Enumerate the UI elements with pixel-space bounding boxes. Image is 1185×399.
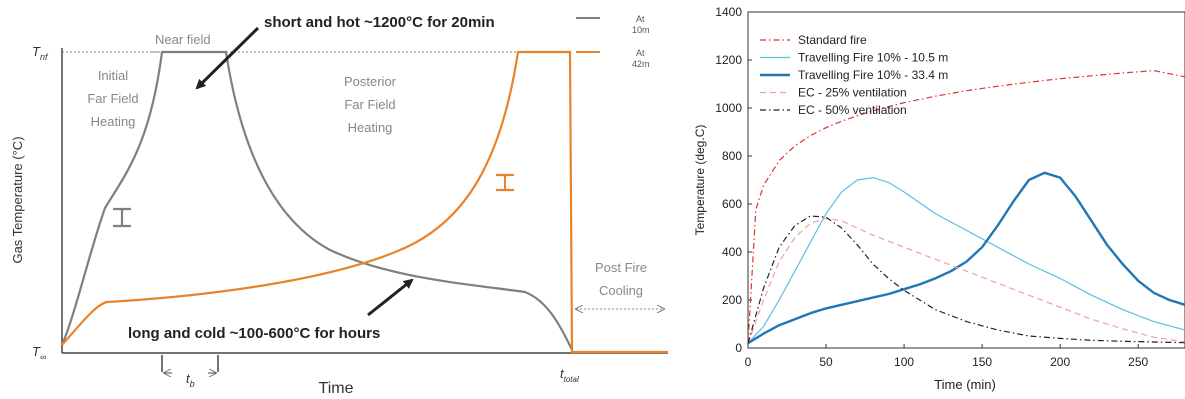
post-fire-line2: Cooling bbox=[599, 283, 643, 298]
short-hot-annotation: short and hot ~1200°C for 20min bbox=[264, 14, 495, 31]
variability-bar-grey bbox=[113, 207, 131, 228]
schematic-chart: Near field Initial Far Field Heating Pos… bbox=[10, 14, 668, 397]
right-legend: Standard fire Travelling Fire 10% - 10.5 … bbox=[760, 33, 948, 117]
variability-bar-orange bbox=[496, 173, 514, 192]
right-series-group bbox=[747, 69, 1185, 345]
series-line-2 bbox=[747, 177, 1185, 344]
tnf-tick-label: Tnf bbox=[32, 44, 49, 62]
legend-label-42m-line2: 42m bbox=[632, 59, 650, 69]
x-tick-label: 100 bbox=[894, 355, 914, 369]
near-field-label: Near field bbox=[155, 32, 211, 47]
post-fire-line1: Post Fire bbox=[595, 260, 647, 275]
y-tick-label: 200 bbox=[722, 293, 742, 307]
y-tick-label: 800 bbox=[722, 149, 742, 163]
posterior-heating-line1: Posterior bbox=[344, 74, 397, 89]
initial-heating-line3: Heating bbox=[91, 114, 136, 129]
y-tick-label: 1200 bbox=[715, 53, 742, 67]
posterior-heating-line2: Far Field bbox=[344, 97, 395, 112]
legend-label-42m-line1: At bbox=[636, 48, 645, 58]
long-cold-arrow bbox=[367, 278, 414, 317]
x-tick-label: 0 bbox=[745, 355, 752, 369]
x-tick-label: 50 bbox=[819, 355, 833, 369]
legend-label: EC - 25% ventilation bbox=[798, 86, 907, 100]
tinf-tick-label: T∞ bbox=[32, 344, 46, 362]
short-hot-arrow bbox=[195, 26, 260, 90]
legend-label: Travelling Fire 10% - 10.5 m bbox=[798, 51, 948, 65]
series-line-3 bbox=[747, 171, 1185, 345]
right-y-axis-title: Temperature (deg.C) bbox=[693, 125, 707, 236]
x-tick-label: 150 bbox=[972, 355, 992, 369]
series-line-1 bbox=[747, 69, 1185, 344]
left-x-axis-title: Time bbox=[319, 380, 354, 397]
x-tick-label: 200 bbox=[1050, 355, 1070, 369]
legend-label: Travelling Fire 10% - 33.4 m bbox=[798, 68, 948, 82]
x-tick-label: 250 bbox=[1128, 355, 1148, 369]
initial-heating-line2: Far Field bbox=[87, 91, 138, 106]
legend-label-10m-line1: At bbox=[636, 14, 645, 24]
temperature-time-chart: 0 50 100 150 200 250 0 200 400 600 800 1000 1200 1400… bbox=[693, 5, 1185, 392]
tb-tick-label: tb bbox=[186, 371, 195, 389]
series-at-42m-curve bbox=[61, 50, 668, 354]
initial-heating-line1: Initial bbox=[98, 68, 128, 83]
y-tick-label: 0 bbox=[735, 341, 742, 355]
series-at-10m-curve bbox=[60, 50, 573, 351]
y-tick-label: 600 bbox=[722, 197, 742, 211]
series-line-5 bbox=[747, 215, 1185, 344]
legend-label: Standard fire bbox=[798, 33, 867, 47]
right-plot-frame bbox=[747, 11, 1185, 349]
left-y-axis-title: Gas Temperature (°C) bbox=[10, 136, 25, 263]
y-tick-label: 1400 bbox=[715, 5, 742, 19]
long-cold-annotation: long and cold ~100-600°C for hours bbox=[128, 325, 380, 342]
y-tick-label: 400 bbox=[722, 245, 742, 259]
legend-label: EC - 50% ventilation bbox=[798, 103, 907, 117]
ttotal-tick-label: ttotal bbox=[560, 366, 579, 384]
legend-label-10m-line2: 10m bbox=[632, 25, 650, 35]
left-legend: At 10m At 42m bbox=[576, 14, 650, 69]
posterior-heating-line3: Heating bbox=[348, 120, 393, 135]
right-x-axis-title: Time (min) bbox=[934, 377, 996, 392]
y-tick-label: 1000 bbox=[715, 101, 742, 115]
right-axis-ticks: 0 50 100 150 200 250 0 200 400 600 800 1000 1200 1400 bbox=[715, 5, 1148, 369]
